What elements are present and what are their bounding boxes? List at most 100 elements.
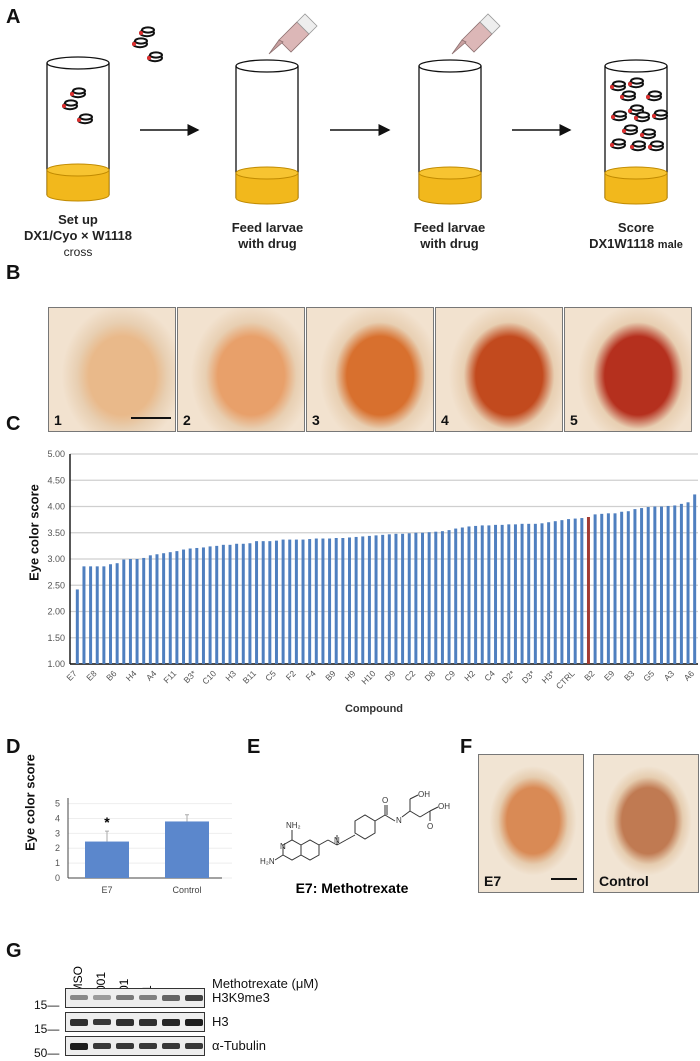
bar bbox=[560, 520, 564, 664]
y-tick-label: 2.50 bbox=[47, 580, 65, 590]
bar bbox=[394, 533, 398, 664]
fly-icon bbox=[619, 90, 636, 102]
eye-score-label: 2 bbox=[183, 412, 191, 428]
bar bbox=[494, 524, 498, 664]
protein-band bbox=[70, 995, 88, 1001]
x-tick-label: C10 bbox=[200, 668, 218, 686]
workflow-diagram bbox=[46, 13, 668, 205]
x-tick-label: E9 bbox=[602, 668, 617, 683]
atom-label: N bbox=[334, 836, 340, 845]
bar bbox=[85, 841, 129, 878]
bar bbox=[142, 557, 146, 664]
x-tick-label: E7 bbox=[64, 668, 79, 683]
step-line-small: male bbox=[657, 239, 683, 251]
fly-icon bbox=[76, 113, 93, 125]
vial-feed-1 bbox=[235, 59, 299, 205]
bar bbox=[341, 538, 345, 664]
bar bbox=[686, 502, 690, 664]
eye-photo: 4 bbox=[435, 307, 563, 432]
y-tick-label: 0 bbox=[55, 873, 60, 883]
pipette-icon bbox=[451, 13, 501, 55]
y-tick-label: 5.00 bbox=[47, 449, 65, 459]
bar bbox=[620, 511, 624, 664]
protein-band bbox=[139, 1019, 157, 1026]
protein-band bbox=[185, 995, 203, 1002]
x-tick-label: D2* bbox=[500, 668, 518, 686]
step-line: DX1/Cyo × W1118 bbox=[23, 228, 133, 243]
step-label-score: Score DX1W1118 male bbox=[572, 220, 700, 253]
bar bbox=[540, 523, 544, 664]
bar bbox=[82, 566, 86, 664]
eye-photo: E7 bbox=[478, 754, 584, 893]
bar bbox=[361, 536, 365, 664]
e7-vs-control-chart: 0 1 2 3 4 5 * E7 Control bbox=[55, 798, 232, 895]
bar bbox=[308, 539, 312, 664]
atom-label: N bbox=[396, 816, 402, 825]
protein-band bbox=[70, 1043, 88, 1050]
step-label-feed-1: Feed larvae with drug bbox=[210, 220, 325, 252]
bar bbox=[288, 539, 292, 664]
blot-strip bbox=[65, 988, 205, 1008]
protein-band bbox=[116, 1019, 134, 1026]
bar bbox=[165, 821, 209, 878]
x-tick-label: C4 bbox=[482, 668, 497, 683]
blot-strip bbox=[65, 1036, 205, 1056]
eye-score-label: 5 bbox=[570, 412, 578, 428]
panel-letter-c: C bbox=[6, 413, 21, 435]
x-tick-label: C9 bbox=[442, 668, 457, 683]
bar bbox=[195, 547, 199, 664]
bar bbox=[155, 554, 159, 664]
bar bbox=[440, 531, 444, 664]
bar bbox=[520, 523, 524, 664]
bar bbox=[460, 527, 464, 664]
bar bbox=[666, 505, 670, 664]
atom-label: O bbox=[382, 796, 388, 805]
bar bbox=[513, 524, 517, 664]
x-tick-label: B3 bbox=[622, 668, 637, 683]
bar bbox=[626, 511, 630, 664]
panel-letter-a: A bbox=[6, 6, 21, 28]
bar bbox=[208, 546, 212, 664]
bar bbox=[301, 539, 305, 664]
bar-ctrl bbox=[586, 517, 590, 664]
protein-band bbox=[185, 1019, 203, 1026]
bar bbox=[122, 559, 126, 664]
mw-marker: 15— bbox=[34, 1022, 60, 1036]
fly-icon bbox=[639, 128, 656, 140]
x-tick-label: H3 bbox=[223, 668, 238, 683]
bar bbox=[347, 537, 351, 664]
bar bbox=[241, 543, 245, 664]
y-tick-label: 1 bbox=[55, 858, 60, 868]
protein-band bbox=[116, 1043, 134, 1050]
bar bbox=[480, 525, 484, 664]
methotrexate-structure: NH₂ H₂N N N O N OH O OH bbox=[260, 790, 450, 866]
x-tick-label: H4 bbox=[124, 668, 139, 683]
bar bbox=[268, 541, 272, 664]
bar bbox=[679, 503, 683, 664]
x-tick-label: A3 bbox=[662, 668, 677, 683]
bar bbox=[507, 524, 511, 664]
x-tick-label: Control bbox=[172, 885, 201, 895]
bar bbox=[248, 543, 252, 664]
atom-label: OH bbox=[438, 802, 450, 811]
y-tick-label: 3.50 bbox=[47, 528, 65, 538]
protein-band bbox=[116, 995, 134, 1001]
x-tick-label: CTRL bbox=[554, 668, 577, 691]
protein-band bbox=[185, 1043, 203, 1050]
eye-photo: 5 bbox=[564, 307, 692, 432]
significance-marker: * bbox=[104, 814, 110, 830]
protein-band bbox=[70, 1019, 88, 1026]
x-tick-label: H9 bbox=[343, 668, 358, 683]
bar bbox=[148, 555, 152, 664]
bar bbox=[162, 553, 166, 664]
y-tick-label: 4.50 bbox=[47, 475, 65, 485]
atom-label: H₂N bbox=[260, 857, 275, 866]
bar bbox=[633, 509, 637, 664]
bar bbox=[600, 513, 604, 664]
mw-marker: 15— bbox=[34, 998, 60, 1012]
fly-icon bbox=[138, 26, 155, 38]
x-tick-label: A4 bbox=[144, 668, 159, 683]
bar bbox=[474, 525, 478, 664]
bar bbox=[109, 564, 113, 664]
bar bbox=[261, 541, 265, 664]
